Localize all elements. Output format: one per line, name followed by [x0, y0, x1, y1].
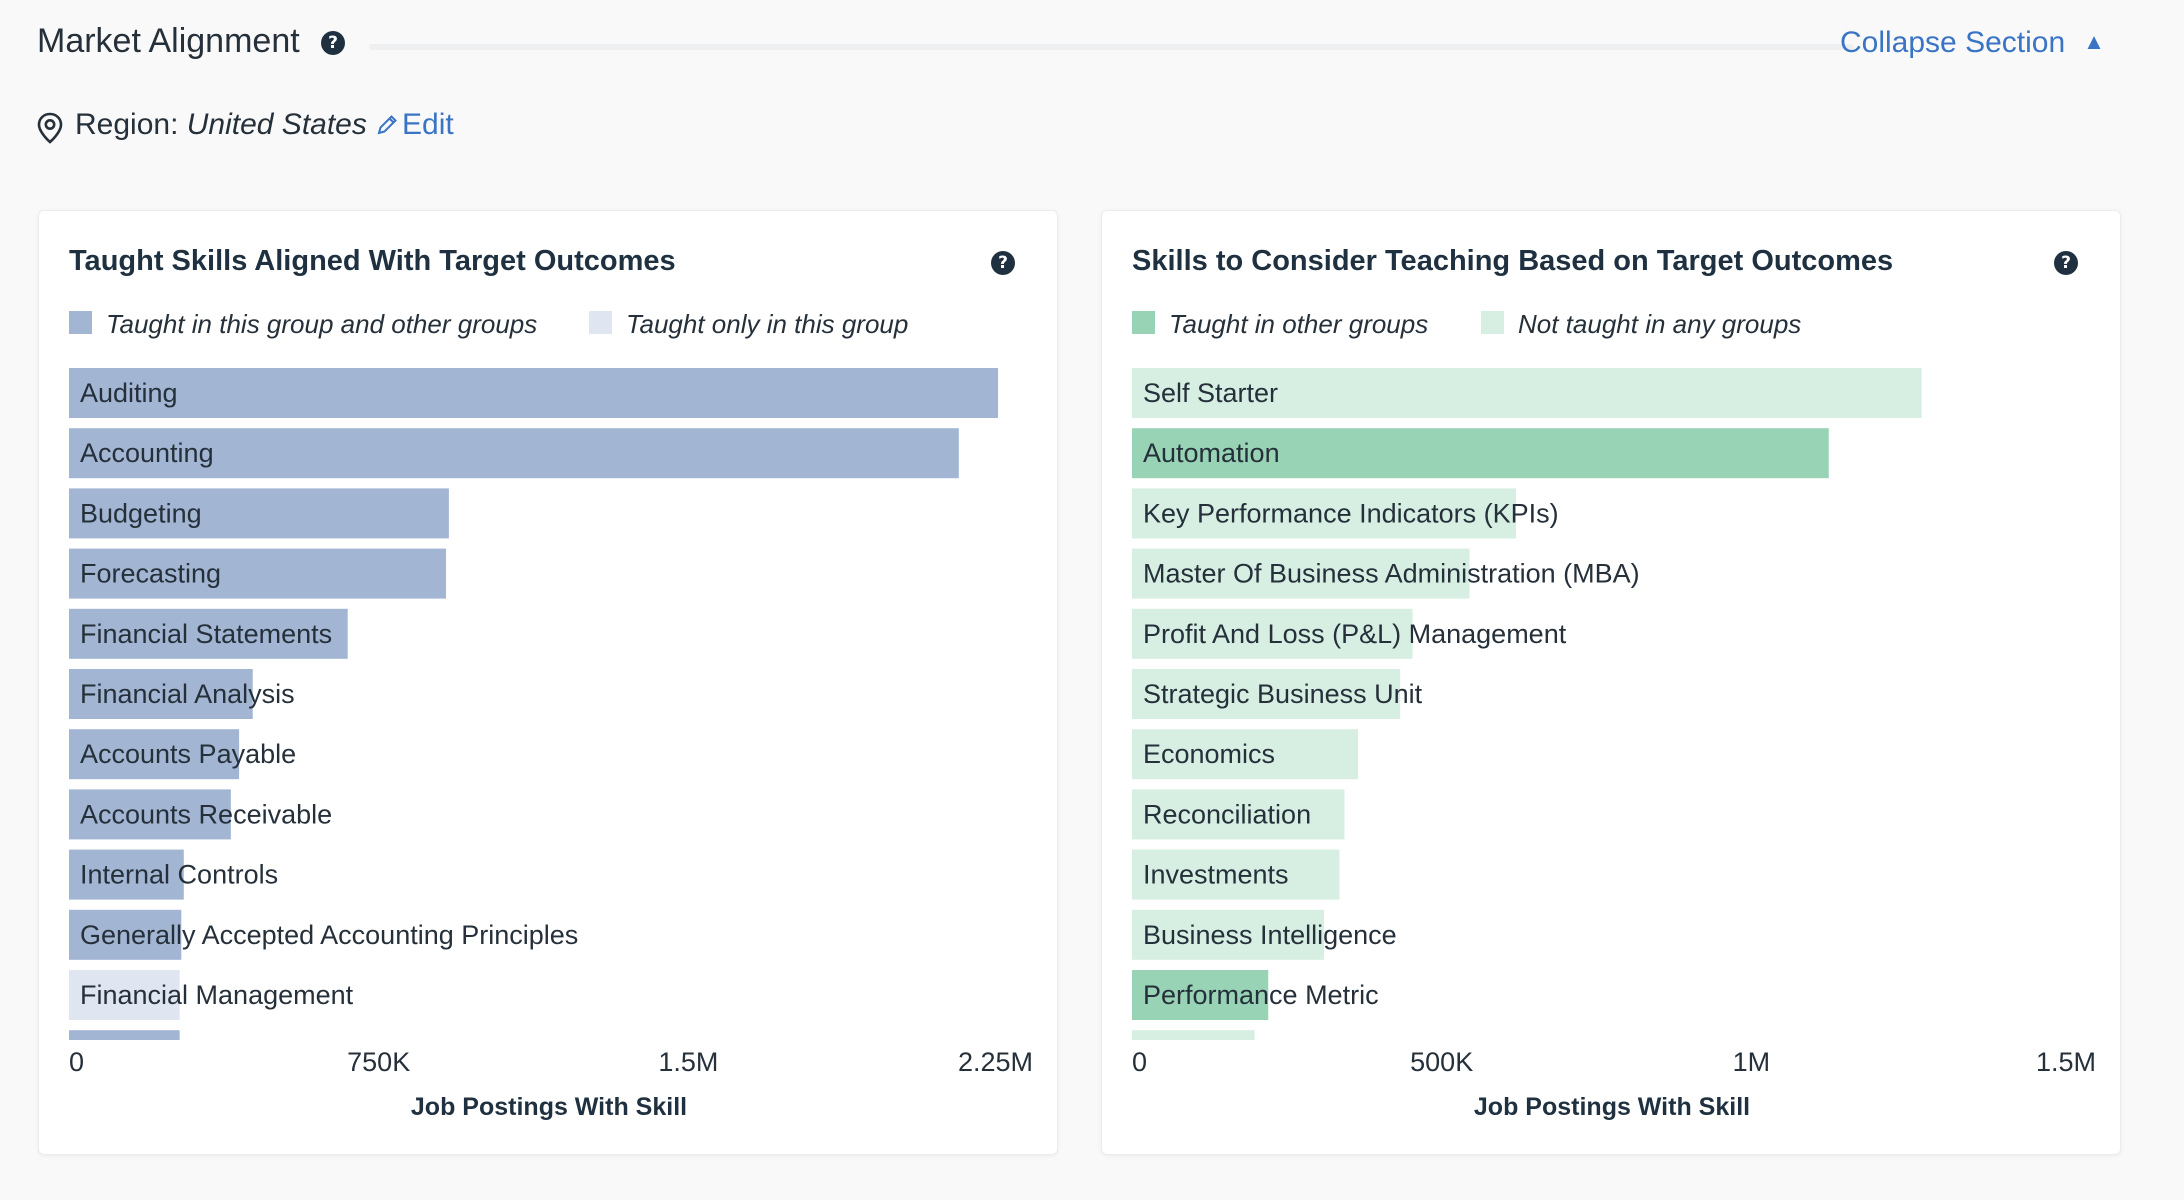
bars-group: Self Starter Automation Key Performance In…	[1132, 368, 1922, 1080]
bar-forecasting[interactable]	[69, 548, 446, 599]
bar-label: Automation	[1143, 438, 1280, 468]
question-circle-icon[interactable]: ?	[321, 31, 345, 55]
bar-label: Accounting	[80, 438, 214, 468]
pencil-icon	[377, 115, 397, 135]
x-axis-title: Job Postings With Skill	[410, 1093, 688, 1121]
taught-skills-card: Taught Skills Aligned With Target Outcom…	[38, 210, 1058, 1155]
bar-accounting[interactable]	[69, 428, 959, 479]
bar-key-performance-indicators-kpis[interactable]	[1132, 488, 1516, 539]
bar-label: Self Starter	[1143, 378, 1278, 408]
bar-strategic-business-unit[interactable]	[1132, 669, 1401, 719]
region-label: Region:	[75, 108, 179, 141]
legend-swatch	[1481, 311, 1504, 334]
x-tick-label: 1.5M	[658, 1047, 718, 1077]
section-header: Market Alignment ? Collapse Section ▲	[37, 20, 2117, 70]
bar-label: Financial Management	[80, 980, 354, 1010]
x-axis-title: Job Postings With Skill	[1473, 1093, 1751, 1121]
bar-internal-controls[interactable]	[69, 849, 184, 900]
bar-financial-statements[interactable]	[69, 608, 348, 659]
question-circle-icon[interactable]: ?	[991, 251, 1015, 275]
x-tick-label: 500K	[1410, 1047, 1473, 1077]
bar-label: Budgeting	[80, 498, 202, 528]
region-value: United States	[186, 108, 367, 141]
x-tick-label: 750K	[347, 1047, 410, 1077]
section-title: Market Alignment	[37, 22, 300, 60]
bar-label: Accounts Payable	[80, 739, 296, 769]
bar-label: Financial Statements	[80, 619, 332, 649]
chart-title: Skills to Consider Teaching Based on Tar…	[1132, 245, 1894, 277]
x-tick-label: 1.5M	[2036, 1047, 2096, 1077]
legend-label: Taught in other groups	[1169, 309, 1429, 339]
bar-label: Economics	[1143, 739, 1275, 769]
bar-profit-and-loss-p-l-management[interactable]	[1132, 608, 1413, 659]
skills-to-consider-card: Skills to Consider Teaching Based on Tar…	[1101, 210, 2121, 1155]
legend-swatch	[1132, 311, 1155, 334]
skills-to-consider-bar-chart: Self Starter Automation Key Performance In…	[1132, 368, 2096, 1080]
bar-business-intelligence[interactable]	[1132, 909, 1324, 960]
x-tick-label: 0	[1132, 1047, 1147, 1077]
bar-financial-management[interactable]	[69, 970, 180, 1020]
bar-label: Accounts Receivable	[80, 799, 332, 829]
bar-budgeting[interactable]	[69, 488, 449, 539]
section-divider	[369, 44, 1854, 50]
bars-group: Auditing Accounting Budgeting Forecasting Fi…	[69, 368, 999, 1080]
bar-label: Auditing	[80, 378, 178, 408]
legend-label: Not taught in any groups	[1518, 309, 1802, 339]
bar-accounts-receivable[interactable]	[69, 789, 231, 840]
bar-reconciliation[interactable]	[1132, 789, 1345, 840]
bar-economics[interactable]	[1132, 729, 1359, 780]
edit-region-link[interactable]: Edit	[376, 108, 454, 142]
bar-label: Internal Controls	[80, 860, 278, 890]
bar-label: Forecasting	[80, 559, 221, 589]
bar-label: Master Of Business Administration (MBA)	[1143, 559, 1640, 589]
bar-label: Investments	[1143, 860, 1289, 890]
map-pin-icon	[37, 112, 63, 144]
collapse-section-label: Collapse Section	[1840, 26, 2066, 59]
bar-label: Strategic Business Unit	[1143, 679, 1423, 709]
bar-label: Financial Analysis	[80, 679, 295, 709]
edit-label: Edit	[402, 108, 454, 141]
bar-partial[interactable]	[69, 1030, 180, 1080]
bar-label: Business Intelligence	[1143, 920, 1397, 950]
bar-self-starter[interactable]	[1132, 368, 1922, 418]
legend-label: Taught only in this group	[626, 309, 909, 339]
taught-skills-bar-chart: Auditing Accounting Budgeting Forecasting Fi…	[69, 368, 1033, 1080]
legend-swatch	[589, 311, 612, 334]
bar-performance-metric[interactable]	[1132, 970, 1269, 1020]
chevron-up-icon: ▲	[2083, 29, 2105, 54]
bar-partial[interactable]	[1132, 1030, 1255, 1080]
legend-swatch	[69, 311, 92, 334]
question-circle-icon[interactable]: ?	[2054, 251, 2078, 275]
x-tick-label: 2.25M	[958, 1047, 1033, 1077]
bar-label: Generally Accepted Accounting Principles	[80, 920, 578, 950]
bar-label: Key Performance Indicators (KPIs)	[1143, 498, 1559, 528]
bar-investments[interactable]	[1132, 849, 1340, 900]
bar-auditing[interactable]	[69, 368, 999, 418]
bar-label: Performance Metric	[1143, 980, 1379, 1010]
region-text: Region: United States	[75, 108, 367, 142]
bar-financial-analysis[interactable]	[69, 669, 253, 719]
legend-label: Taught in this group and other groups	[106, 309, 538, 339]
bar-label: Reconciliation	[1143, 799, 1311, 829]
bar-generally-accepted-accounting-principles[interactable]	[69, 909, 182, 960]
collapse-section-button[interactable]: Collapse Section ▲	[1840, 26, 2105, 60]
bar-master-of-business-administration-mba[interactable]	[1132, 548, 1470, 599]
bar-label: Profit And Loss (P&L) Management	[1143, 619, 1567, 649]
x-tick-label: 0	[69, 1047, 84, 1077]
x-tick-label: 1M	[1733, 1047, 1771, 1077]
bar-automation[interactable]	[1132, 428, 1829, 479]
bar-accounts-payable[interactable]	[69, 729, 240, 780]
chart-title: Taught Skills Aligned With Target Outcom…	[69, 245, 676, 277]
